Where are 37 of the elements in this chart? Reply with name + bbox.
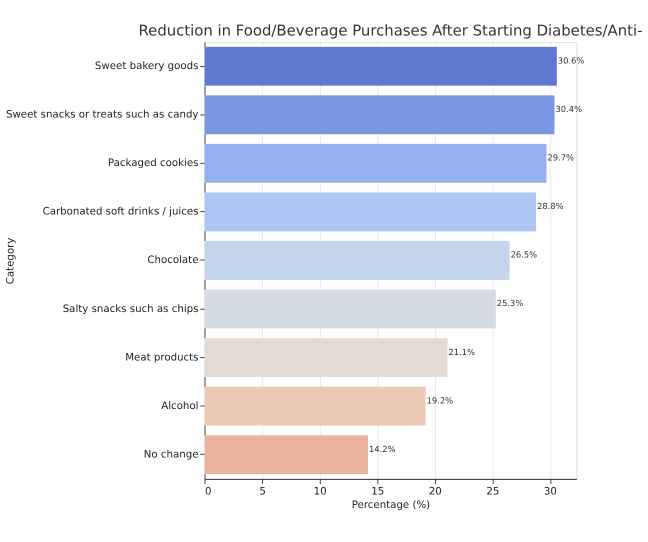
y-axis-title: Category	[5, 238, 16, 284]
data-label: 28.8%	[537, 201, 564, 212]
data-label: 29.7%	[547, 152, 574, 163]
x-tick-label: 30	[544, 486, 557, 498]
data-label: 19.2%	[426, 395, 454, 406]
bar	[204, 435, 368, 474]
x-tick-label: 25	[486, 486, 500, 498]
chart-title: Reduction in Food/Beverage Purchases After Starting Diabetes/Anti-	[138, 21, 642, 40]
y-tick-label: Packaged cookies	[108, 158, 198, 170]
x-axis-title: Percentage (%)	[352, 500, 430, 512]
x-tick-label: 15	[371, 486, 384, 498]
bar	[204, 290, 496, 328]
y-tick-label: Chocolate	[147, 255, 198, 266]
bar	[204, 386, 426, 426]
y-tick-label: Salty snacks such as chips	[62, 304, 198, 315]
y-tick-label: Meat products	[125, 352, 198, 364]
bar	[204, 95, 555, 134]
data-label: 30.4%	[555, 104, 582, 114]
x-tick-label: 20	[428, 486, 442, 498]
data-label: 25.3%	[496, 298, 524, 308]
bar	[204, 144, 546, 183]
bar	[204, 192, 536, 232]
x-tick-label: 10	[314, 486, 327, 498]
bar	[204, 241, 510, 280]
y-tick-label: Carbonated soft drinks / juices	[42, 206, 198, 218]
data-label: 26.5%	[510, 250, 538, 260]
y-tick-label: Sweet bakery goods	[94, 61, 198, 72]
y-tick-label: Alcohol	[161, 400, 198, 412]
bar	[204, 338, 448, 377]
data-label: 21.1%	[448, 346, 476, 357]
data-label: 30.6%	[558, 55, 584, 66]
x-tick-label: 5	[259, 486, 266, 498]
data-label: 14.2%	[368, 444, 396, 454]
y-tick-label: Sweet snacks or treats such as candy	[6, 110, 198, 121]
x-tick-label: 0	[205, 486, 212, 498]
bar	[204, 46, 557, 86]
y-tick-label: No change	[144, 449, 198, 460]
